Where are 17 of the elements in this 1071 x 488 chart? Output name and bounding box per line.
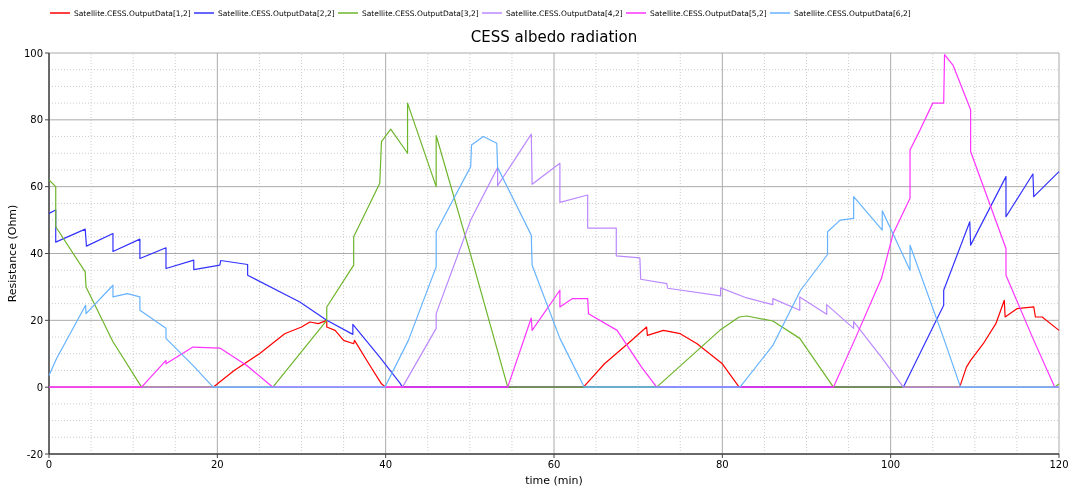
y-tick-label: 20 bbox=[30, 314, 43, 326]
y-tick-label: 60 bbox=[30, 181, 43, 193]
x-axis-title: time (min) bbox=[525, 474, 583, 487]
y-tick-label: 100 bbox=[23, 47, 43, 59]
x-tick-label: 40 bbox=[379, 459, 393, 470]
x-tick-label: 100 bbox=[881, 459, 901, 470]
x-tick-label: 80 bbox=[715, 459, 729, 470]
y-tick-label: 80 bbox=[30, 114, 43, 126]
y-tick-label: 40 bbox=[30, 248, 43, 259]
x-tick-label: 20 bbox=[210, 459, 224, 470]
x-tick-label: 0 bbox=[45, 459, 53, 470]
y-axis-title: Resistance (Ohm) bbox=[6, 204, 19, 303]
x-tick-label: 60 bbox=[547, 459, 561, 470]
chart-title: CESS albedo radiation bbox=[470, 28, 638, 46]
x-tick-label: 120 bbox=[1049, 459, 1069, 470]
y-tick-label: 0 bbox=[36, 381, 43, 393]
y-tick-label: -20 bbox=[26, 448, 43, 460]
